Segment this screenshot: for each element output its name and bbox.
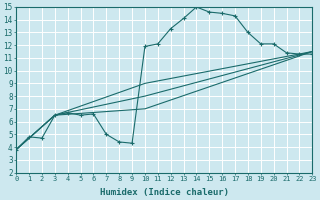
X-axis label: Humidex (Indice chaleur): Humidex (Indice chaleur) bbox=[100, 188, 229, 197]
